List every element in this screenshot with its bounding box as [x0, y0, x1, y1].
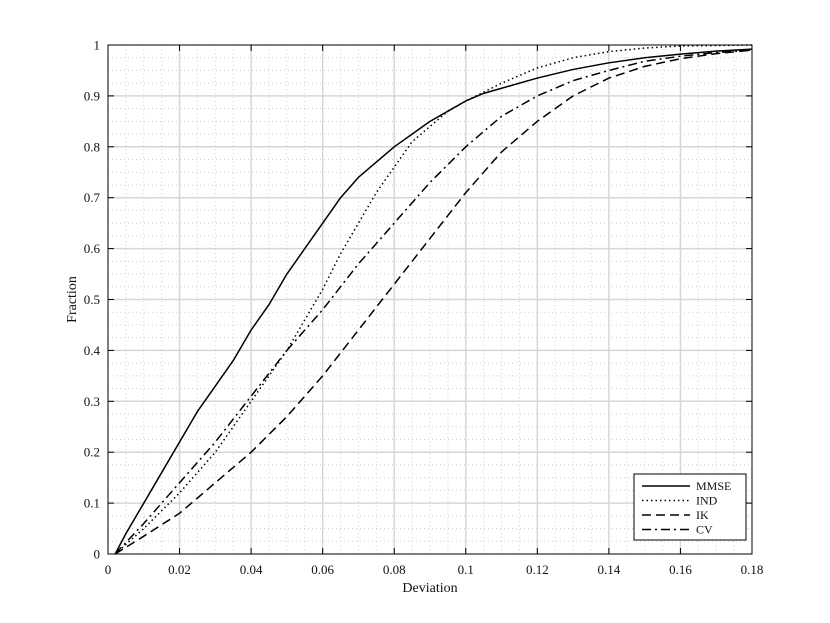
x-tick-label: 0.1 [458, 562, 474, 577]
legend-label-ind: IND [696, 494, 718, 508]
x-tick-label: 0.04 [240, 562, 263, 577]
legend-label-mmse: MMSE [696, 479, 731, 493]
y-tick-label: 0.6 [84, 241, 101, 256]
series-line-ik [114, 49, 753, 555]
legend-label-ik: IK [696, 508, 709, 522]
y-tick-label: 0.4 [84, 343, 101, 358]
y-tick-label: 0.7 [84, 190, 101, 205]
y-tick-label: 1 [94, 38, 101, 53]
legend-label-cv: CV [696, 523, 713, 537]
x-tick-label: 0.16 [669, 562, 692, 577]
y-tick-label: 0.3 [84, 394, 100, 409]
y-tick-label: 0 [94, 547, 101, 562]
axis-ticks: 0 0.02 0.04 0.06 0.08 0.1 0.12 0.14 0.16 0.18 0 0.1… [84, 38, 764, 578]
x-tick-label: 0.02 [168, 562, 191, 577]
y-tick-label: 0.8 [84, 139, 100, 154]
x-tick-label: 0.08 [383, 562, 406, 577]
series-line-mmse [114, 48, 753, 555]
x-tick-label: 0.06 [311, 562, 334, 577]
y-tick-label: 0.1 [84, 496, 100, 511]
y-tick-label: 0.5 [84, 292, 100, 307]
legend-box [633, 473, 747, 541]
x-tick-label: 0.18 [741, 562, 764, 577]
x-tick-label: 0.12 [526, 562, 549, 577]
plot-lines [114, 44, 753, 555]
y-axis-label: Fraction [65, 276, 80, 323]
y-tick-label: 0.2 [84, 445, 100, 460]
x-tick-label: 0.14 [598, 562, 621, 577]
grid [108, 45, 752, 554]
x-axis-label: Deviation [402, 581, 457, 596]
series-line-ind [114, 44, 753, 555]
x-tick-label: 0 [105, 562, 112, 577]
y-tick-label: 0.9 [84, 88, 100, 103]
